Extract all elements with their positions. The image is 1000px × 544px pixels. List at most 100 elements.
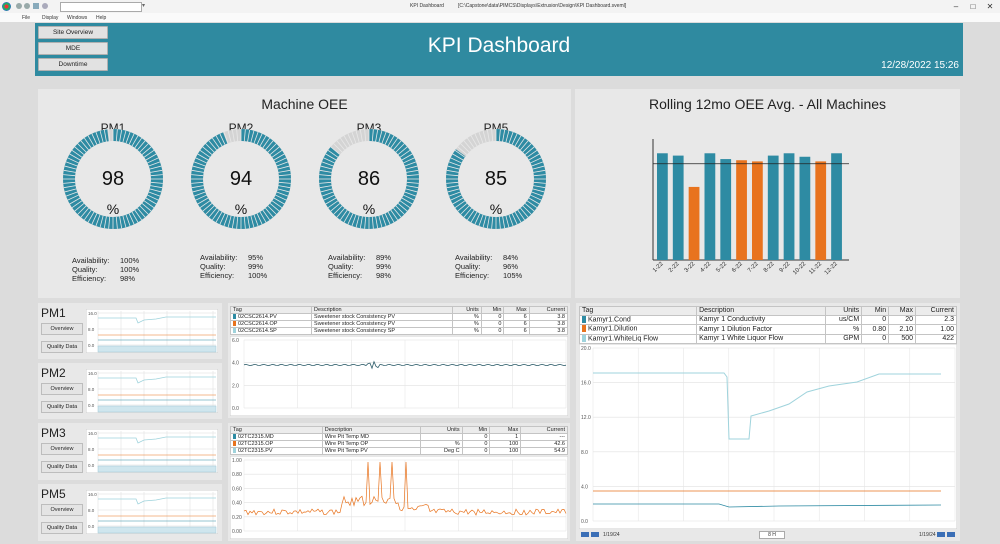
series-swatch bbox=[233, 434, 236, 440]
gauge-tick bbox=[530, 194, 542, 201]
gauge-tick bbox=[321, 161, 334, 167]
y-tick-label: 16.0 bbox=[88, 431, 97, 436]
wirepit-trend-panel: Tag Description Units Min Max Current 02… bbox=[228, 423, 570, 541]
gauge-value: 98 bbox=[101, 168, 125, 190]
gauge-tick bbox=[502, 129, 506, 142]
minimize-icon[interactable]: – bbox=[953, 2, 959, 11]
gauge-tick bbox=[387, 211, 395, 223]
machine-oee-title: Machine OEE bbox=[261, 96, 348, 112]
table-row[interactable]: Kamyr1.WhiteLiq Flow Kamyr 1 White Liquor… bbox=[578, 333, 957, 345]
gauge-tick bbox=[526, 149, 538, 158]
gauge-value: 86 bbox=[357, 168, 381, 190]
cell-text: 20 bbox=[905, 316, 913, 324]
quality-data-button[interactable]: Quality Data bbox=[41, 461, 83, 473]
table-row[interactable]: 02CSC2614.SP Sweetener stock Consistency … bbox=[229, 327, 569, 335]
stat-availability: Availability: 95% bbox=[200, 253, 267, 262]
gauge-tick bbox=[470, 211, 478, 223]
table-row[interactable]: 02TC2315.MD Wire Pit Temp MD 0 1 --- bbox=[230, 433, 568, 441]
home-icon[interactable] bbox=[33, 3, 39, 9]
trend-line bbox=[98, 436, 216, 444]
trend-line bbox=[98, 497, 216, 505]
stat-value: 99% bbox=[376, 262, 392, 271]
gauge-tick bbox=[399, 200, 411, 209]
x-tick-label: 10-22 bbox=[792, 261, 808, 277]
cell-tag: Kamyr1.Dilution bbox=[578, 324, 698, 335]
table-row[interactable]: Kamyr1.Cond Kamyr 1 Conductivity us/CM 0 20 2… bbox=[578, 314, 957, 326]
gauge-tick bbox=[74, 146, 85, 155]
gauge-tick bbox=[378, 215, 383, 228]
kamyr-trend-plot[interactable]: 20.0 16.0 12.0 8.0 4.0 0.0 bbox=[579, 344, 957, 529]
gauge-tick bbox=[514, 211, 522, 223]
gauge-tick bbox=[150, 169, 163, 173]
pm-mini-trend[interactable]: 16.0 8.0 0.0 bbox=[86, 309, 218, 353]
table-row[interactable]: 02CSC2614.PV Sweetener stock Consistency … bbox=[229, 313, 569, 321]
stat-label: Availability: bbox=[200, 253, 238, 262]
plot-bg bbox=[230, 456, 568, 539]
cell-text: Wire Pit Temp MD bbox=[324, 434, 369, 440]
trend-span-input[interactable]: 8 H bbox=[759, 531, 785, 539]
gauge-tick bbox=[91, 133, 98, 145]
pm-mini-trend[interactable]: 16.0 8.0 0.0 bbox=[86, 369, 218, 413]
quality-data-button[interactable]: Quality Data bbox=[41, 341, 83, 353]
pm-mini-trend[interactable]: 16.0 8.0 0.0 bbox=[86, 429, 218, 473]
scroll-forward-icon[interactable] bbox=[937, 532, 945, 537]
gauge-tick bbox=[87, 135, 95, 147]
stat-label: Quality: bbox=[328, 262, 354, 271]
stat-label: Efficiency: bbox=[455, 271, 490, 280]
cell-text: 0 bbox=[498, 314, 502, 320]
quality-data-button[interactable]: Quality Data bbox=[41, 401, 83, 413]
refresh-icon[interactable] bbox=[42, 3, 48, 9]
gauge-tick bbox=[211, 137, 220, 149]
col-units: Units bbox=[420, 426, 463, 434]
table-row[interactable]: 02CSC2614.OP Sweetener stock Consistency … bbox=[229, 320, 569, 328]
gauge-tick bbox=[397, 146, 408, 155]
downtime-button[interactable]: Downtime bbox=[38, 58, 108, 71]
wirepit-trend-plot[interactable]: 1.00 0.80 0.60 0.40 0.20 0.00 bbox=[230, 456, 568, 539]
forward-icon[interactable] bbox=[24, 3, 30, 9]
gauge-tick bbox=[364, 129, 367, 142]
quality-data-button[interactable]: Quality Data bbox=[41, 522, 83, 534]
gauge-tick bbox=[262, 209, 271, 221]
menu-windows[interactable]: Windows bbox=[67, 15, 88, 21]
back-icon[interactable] bbox=[16, 3, 22, 9]
address-dropdown-icon[interactable]: ▾ bbox=[142, 3, 146, 9]
plot-bg bbox=[86, 369, 218, 413]
gauge-tick bbox=[406, 181, 419, 184]
cell-text: Deg C bbox=[443, 448, 460, 454]
oee-gauge bbox=[63, 129, 163, 229]
maximize-icon[interactable]: □ bbox=[970, 2, 976, 11]
overview-button[interactable]: Overview bbox=[41, 443, 83, 455]
y-tick-label: 4.0 bbox=[232, 361, 239, 367]
gauge-tick bbox=[231, 216, 235, 229]
col-max: Max bbox=[888, 306, 916, 316]
gauge-tick bbox=[271, 200, 283, 209]
cell-text: Kamyr 1 White Liquor Flow bbox=[699, 334, 784, 342]
close-icon[interactable]: ✕ bbox=[986, 2, 994, 11]
menu-file[interactable]: File bbox=[22, 15, 31, 21]
pm-mini-trend[interactable]: 16.0 8.0 0.0 bbox=[86, 490, 218, 534]
menu-help[interactable]: Help bbox=[96, 15, 107, 21]
table-row[interactable]: 02TC2315.OP Wire Pit Temp OP% 0 100 42.6 bbox=[230, 440, 568, 448]
scroll-end-icon[interactable] bbox=[947, 532, 955, 537]
bar-5-22 bbox=[720, 159, 732, 260]
scroll-back-icon[interactable] bbox=[591, 532, 599, 537]
gauge-tick bbox=[482, 215, 487, 228]
trend-line bbox=[243, 461, 567, 516]
mde-button[interactable]: MDE bbox=[38, 42, 108, 55]
overview-button[interactable]: Overview bbox=[41, 383, 83, 395]
overview-button[interactable]: Overview bbox=[41, 504, 83, 516]
cell-text: 500 bbox=[901, 334, 913, 342]
table-row[interactable]: Kamyr1.Dilution Kamyr 1 Dilution Factor% 0… bbox=[578, 324, 957, 335]
scroll-start-icon[interactable] bbox=[581, 532, 589, 537]
address-input[interactable] bbox=[60, 2, 142, 12]
table-row[interactable]: 02TC2315.PV Wire Pit Temp PV Deg C 0 100 54.9 bbox=[230, 447, 568, 455]
menu-display[interactable]: Display bbox=[42, 15, 59, 21]
overview-button[interactable]: Overview bbox=[41, 323, 83, 335]
cell-tag: 02CSC2614.SP bbox=[229, 327, 313, 335]
gauge-tick bbox=[333, 143, 343, 153]
x-tick-label: 4-22 bbox=[700, 261, 713, 274]
gauge-tick bbox=[149, 165, 162, 170]
site-overview-button[interactable]: Site Overview bbox=[38, 26, 108, 39]
consistency-trend-plot[interactable]: 6.0 4.0 2.0 0.0 bbox=[230, 336, 568, 416]
x-tick-label: 9-22 bbox=[779, 261, 792, 274]
